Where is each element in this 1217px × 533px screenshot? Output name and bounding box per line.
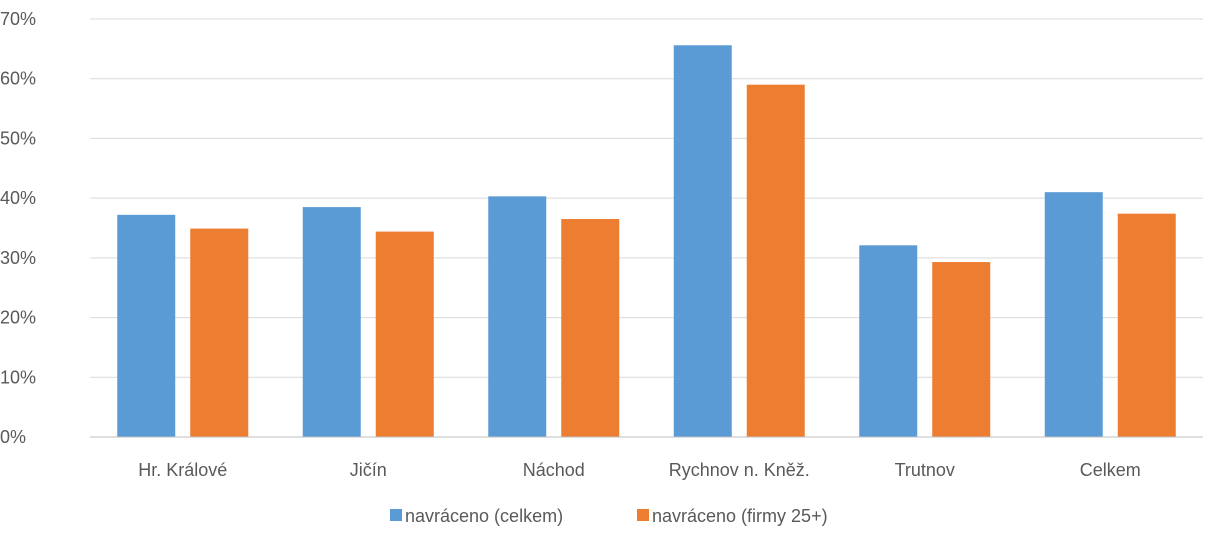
category-labels: Hr. Králové Jičín Náchod Rychnov n. Kněž. Tr…: [138, 460, 1141, 480]
category-label: Rychnov n. Kněž.: [669, 460, 810, 480]
legend-swatch: [390, 509, 402, 521]
bars: [117, 45, 1176, 437]
bar-firmy-25: [932, 262, 991, 437]
y-tick-label: 40%: [0, 188, 36, 208]
y-tick-label: 70%: [0, 9, 36, 29]
legend-label: navráceno (firmy 25+): [652, 506, 828, 526]
category-label: Jičín: [350, 460, 387, 480]
y-axis-tick-labels: 0% 10% 20% 30% 40% 50% 60% 70%: [0, 9, 36, 447]
bar-firmy-25: [561, 219, 620, 437]
bar-firmy-25: [190, 228, 249, 437]
category-label: Náchod: [523, 460, 585, 480]
bar-celkem: [1044, 192, 1103, 437]
bar-firmy-25: [746, 84, 805, 437]
category-label: Hr. Králové: [138, 460, 227, 480]
bar-celkem: [859, 245, 918, 437]
y-tick-label: 0%: [0, 427, 26, 447]
y-tick-label: 50%: [0, 128, 36, 148]
bar-celkem: [673, 45, 732, 437]
y-tick-label: 20%: [0, 308, 36, 328]
bar-firmy-25: [1117, 213, 1176, 437]
y-tick-label: 60%: [0, 69, 36, 89]
category-label: Trutnov: [895, 460, 955, 480]
bar-firmy-25: [375, 231, 434, 437]
bar-celkem: [488, 196, 547, 437]
legend-label: navráceno (celkem): [405, 506, 563, 526]
category-label: Celkem: [1080, 460, 1141, 480]
legend: navráceno (celkem) navráceno (firmy 25+): [390, 506, 828, 526]
bar-celkem: [117, 214, 176, 437]
y-tick-label: 30%: [0, 248, 36, 268]
gridlines: [90, 18, 1203, 378]
y-tick-label: 10%: [0, 367, 36, 387]
legend-swatch: [637, 509, 649, 521]
bar-celkem: [302, 207, 361, 437]
